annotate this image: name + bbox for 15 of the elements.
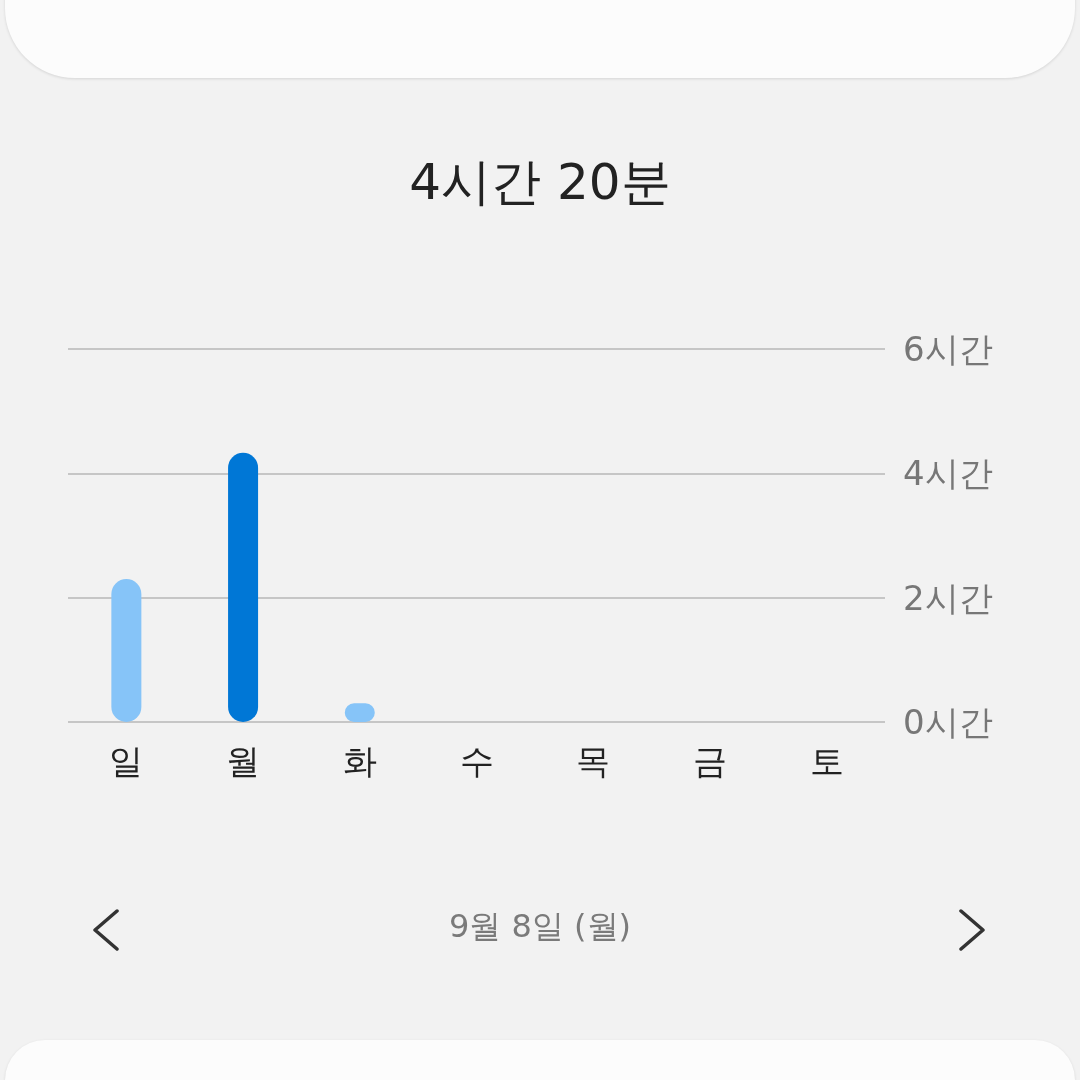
bar: [228, 452, 259, 722]
x-tick-label: 일: [109, 741, 144, 781]
bar: [111, 579, 142, 722]
x-tick-label: 금: [692, 741, 727, 781]
text: 9월 8일 (월): [448, 907, 632, 945]
y-tick-label: 4시간: [903, 453, 993, 494]
chart-title: 4시간 20분: [409, 153, 671, 211]
x-tick-label: 화: [342, 741, 377, 781]
y-tick-label: 2시간: [903, 577, 993, 618]
y-tick-label: 0시간: [903, 702, 993, 742]
x-tick-label: 월: [226, 741, 261, 781]
x-tick-label: 토: [809, 741, 844, 781]
x-tick-label: 목: [576, 741, 611, 781]
x-tick-label: 수: [459, 741, 494, 781]
y-tick-label: 6시간: [903, 329, 993, 369]
